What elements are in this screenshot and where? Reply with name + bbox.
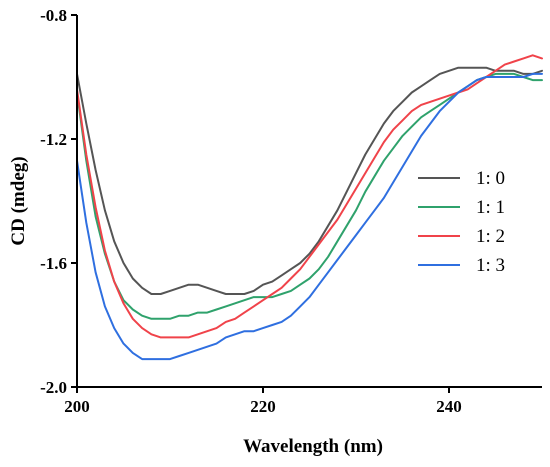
series-line-3	[76, 72, 543, 361]
plot-area	[77, 15, 542, 387]
series-line-0	[76, 66, 543, 295]
legend-label-0: 1: 0	[476, 168, 505, 189]
legend-label-1: 1: 1	[476, 197, 505, 218]
x-tick-label: 220	[250, 397, 276, 416]
y-tick-label: -1.2	[40, 130, 67, 149]
y-tick-label: -2.0	[40, 378, 67, 397]
y-tick-label: -0.8	[40, 6, 67, 25]
series-line-2	[76, 54, 543, 339]
legend-label-2: 1: 2	[476, 226, 505, 247]
legend-label-3: 1: 3	[476, 255, 505, 276]
y-tick-label: -1.6	[40, 254, 67, 273]
legend: 1: 0 1: 1 1: 2 1: 3	[418, 168, 505, 276]
plot-background	[77, 15, 542, 387]
x-tick-label: 200	[64, 397, 90, 416]
axes-layer: 200 220 240 -2.0 -1.6 -1.2 -0.8	[40, 6, 542, 416]
series-layer	[76, 54, 543, 361]
x-axis-title: Wavelength (nm)	[243, 436, 383, 457]
x-tick-label: 240	[436, 397, 462, 416]
y-axis-title: CD (mdeg)	[8, 156, 29, 245]
